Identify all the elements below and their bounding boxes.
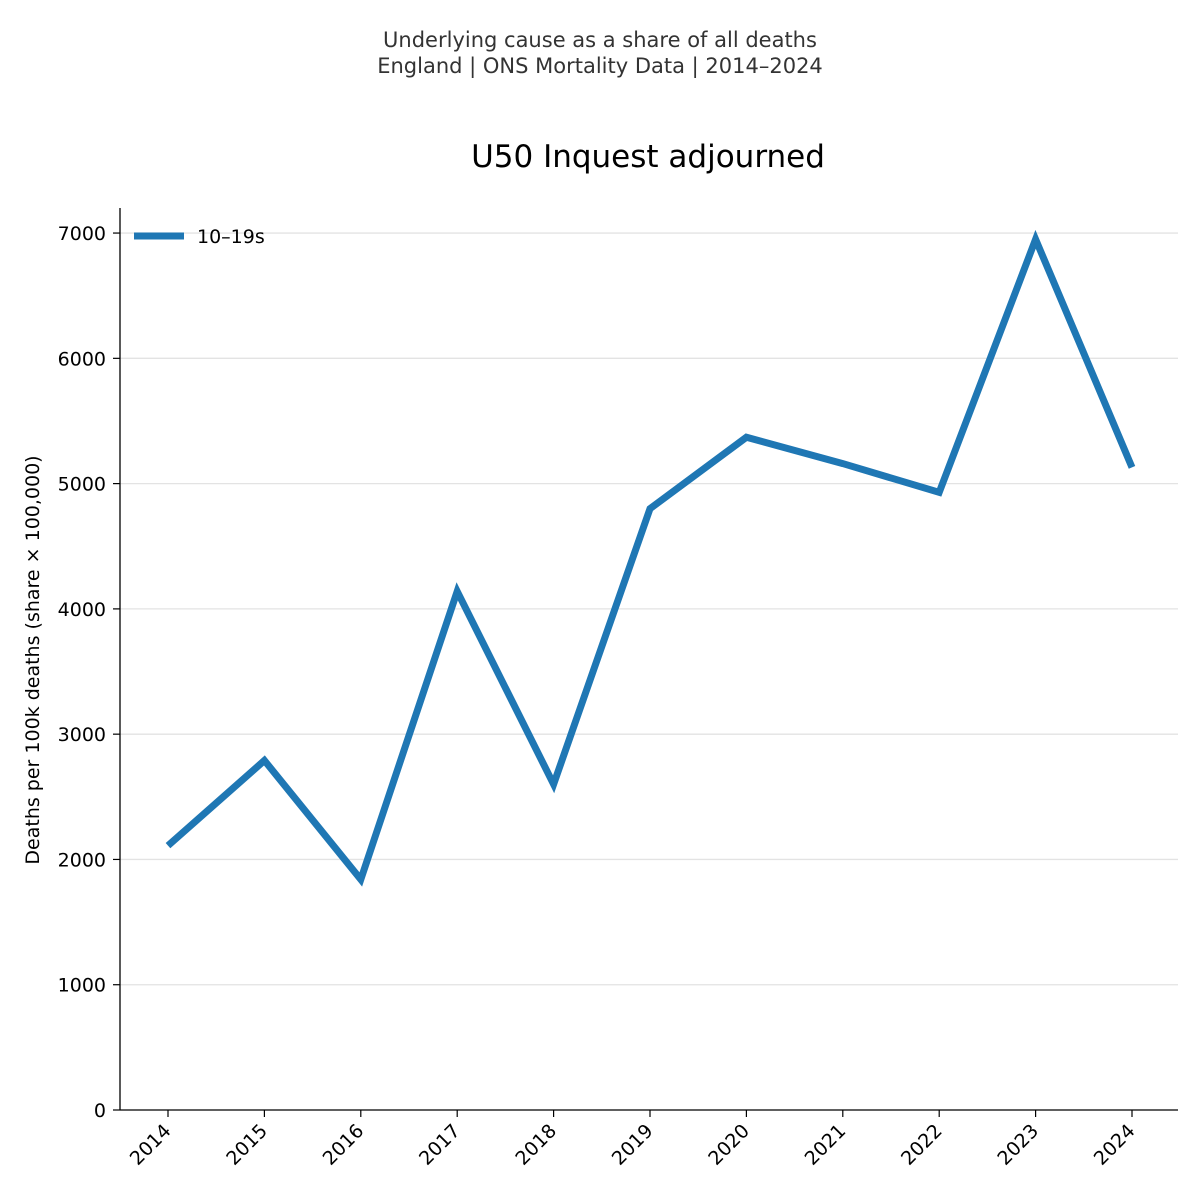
y-tick-label: 3000 [58,724,106,746]
x-tick-label: 2020 [704,1120,754,1170]
x-tick-label: 2017 [415,1120,465,1170]
x-tick-label: 2022 [897,1120,947,1170]
x-tick-label: 2023 [993,1120,1043,1170]
x-tick-label: 2018 [511,1120,561,1170]
x-tick-label: 2021 [801,1120,851,1170]
y-tick-label: 6000 [58,348,106,370]
y-tick-label: 5000 [58,474,106,496]
y-tick-label: 1000 [58,975,106,997]
y-tick-label: 4000 [58,599,106,621]
legend-label: 10–19s [197,226,265,248]
x-tick-label: 2015 [222,1120,272,1170]
x-tick-label: 2024 [1090,1120,1140,1170]
chart-title: U50 Inquest adjourned [471,139,825,175]
y-tick-label: 0 [94,1100,106,1122]
x-tick-label: 2016 [319,1120,369,1170]
figure-subtitle-line2: England | ONS Mortality Data | 2014–2024 [377,54,823,78]
y-tick-label: 2000 [58,849,106,871]
series-line-0 [165,229,1136,887]
figure-subtitle-line1: Underlying cause as a share of all death… [383,28,817,52]
y-tick-label: 7000 [58,223,106,245]
y-axis-label: Deaths per 100k deaths (share × 100,000) [22,455,44,864]
x-tick-label: 2014 [126,1120,176,1170]
x-tick-label: 2019 [608,1120,658,1170]
